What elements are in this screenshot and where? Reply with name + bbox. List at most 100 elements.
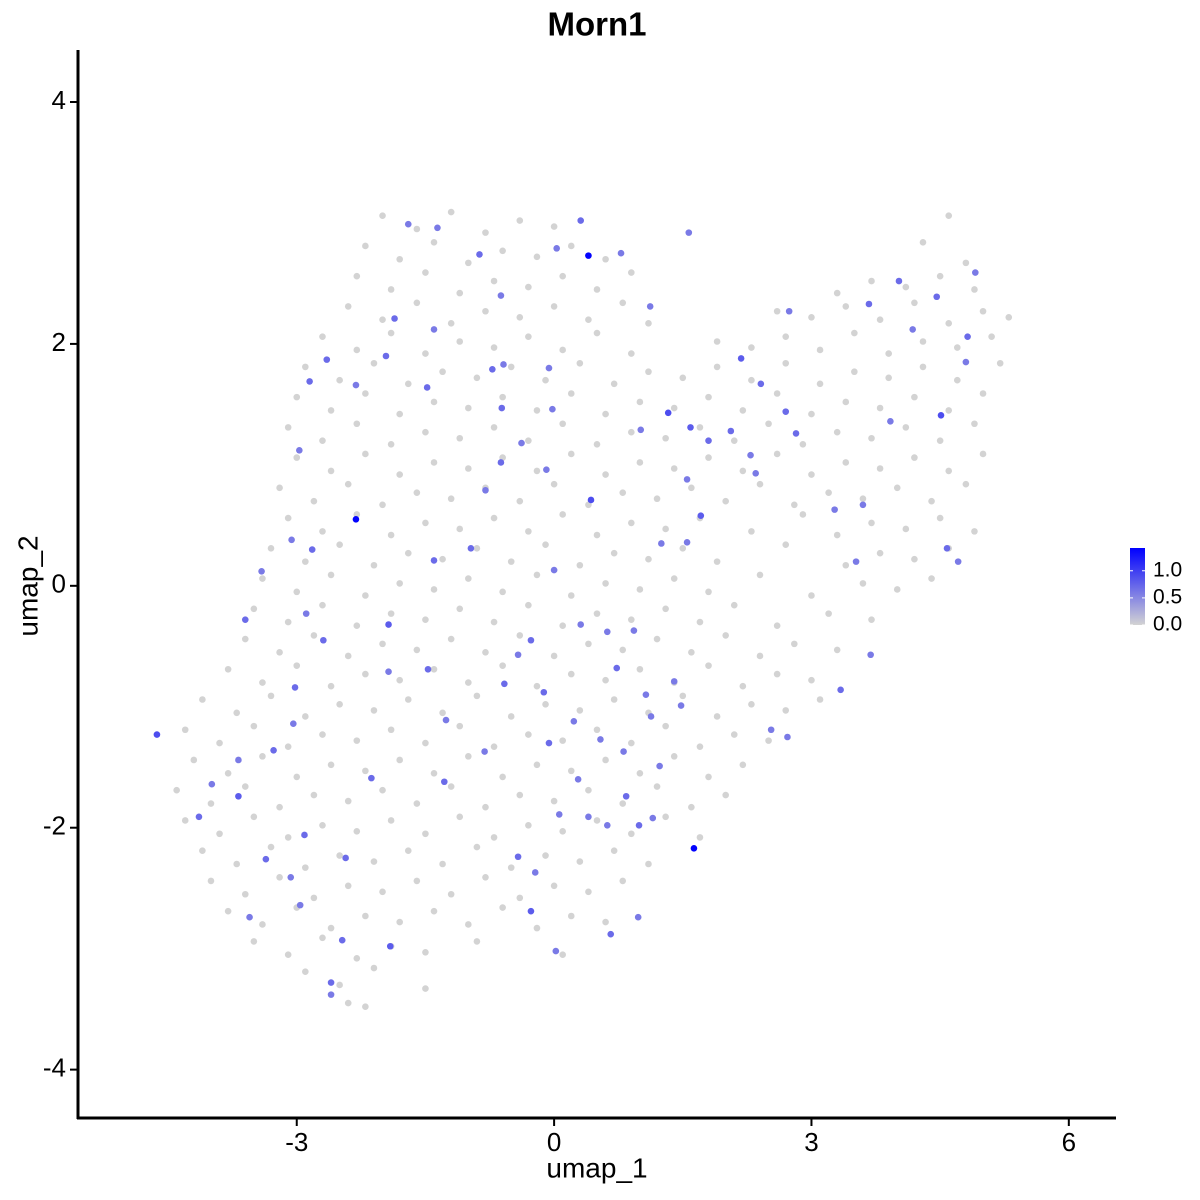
- point: [516, 217, 524, 224]
- point: [246, 913, 253, 921]
- point: [773, 670, 781, 678]
- point: [473, 692, 481, 700]
- point: [603, 821, 611, 829]
- point: [370, 707, 378, 714]
- point: [593, 817, 601, 824]
- point: [525, 283, 532, 291]
- point: [634, 913, 642, 921]
- point: [685, 229, 693, 236]
- point: [319, 601, 326, 609]
- y-tick-label: 2: [52, 327, 66, 357]
- point: [868, 616, 875, 623]
- point: [730, 437, 738, 444]
- point: [456, 813, 464, 821]
- point: [662, 525, 669, 533]
- point: [327, 682, 335, 690]
- point: [533, 571, 541, 579]
- point: [636, 665, 644, 673]
- point: [352, 381, 360, 389]
- point: [593, 610, 601, 617]
- point: [284, 618, 292, 626]
- points-layer: [153, 208, 1013, 1011]
- point: [259, 921, 266, 928]
- point: [447, 890, 455, 898]
- point: [439, 709, 446, 717]
- point: [267, 692, 275, 700]
- point: [497, 459, 505, 466]
- y-tick-label: 4: [52, 85, 66, 115]
- point: [370, 359, 378, 367]
- point: [911, 299, 918, 307]
- point: [902, 525, 910, 533]
- point: [344, 480, 352, 488]
- point: [647, 713, 655, 720]
- point: [859, 495, 867, 503]
- point: [816, 696, 824, 703]
- point: [430, 239, 438, 246]
- point: [396, 255, 403, 263]
- point: [919, 363, 927, 371]
- point: [825, 489, 832, 496]
- point: [936, 437, 944, 444]
- point: [688, 649, 695, 656]
- point: [216, 739, 223, 747]
- point: [482, 803, 489, 811]
- point: [808, 410, 815, 418]
- point: [722, 497, 729, 505]
- point: [808, 471, 815, 478]
- point: [422, 428, 429, 436]
- point: [610, 847, 618, 854]
- point: [344, 999, 352, 1007]
- y-axis-title: umap_2: [12, 535, 43, 636]
- point: [516, 632, 524, 639]
- point: [550, 652, 558, 660]
- point: [919, 239, 927, 246]
- point: [653, 495, 661, 503]
- point: [945, 212, 953, 220]
- point: [439, 555, 446, 563]
- point: [705, 454, 712, 461]
- point: [224, 665, 232, 673]
- point: [576, 561, 584, 569]
- point: [876, 404, 884, 412]
- point: [559, 511, 566, 518]
- point: [593, 531, 601, 539]
- point: [653, 783, 661, 790]
- point: [842, 561, 850, 569]
- point: [662, 813, 669, 821]
- point: [799, 511, 807, 518]
- point: [936, 514, 944, 522]
- point: [670, 575, 678, 582]
- point: [567, 767, 575, 775]
- point: [791, 501, 798, 509]
- point: [550, 480, 558, 488]
- point: [602, 471, 609, 478]
- point: [327, 467, 335, 475]
- point: [430, 665, 438, 673]
- point: [628, 739, 635, 747]
- point: [525, 437, 532, 444]
- point: [964, 333, 971, 340]
- point: [310, 894, 318, 902]
- point: [748, 344, 755, 351]
- point: [344, 652, 352, 660]
- point: [533, 467, 541, 475]
- point: [748, 528, 755, 535]
- point: [833, 289, 841, 297]
- point: [782, 333, 790, 340]
- point: [293, 454, 301, 461]
- point: [705, 437, 712, 444]
- point: [465, 921, 472, 928]
- point: [338, 936, 346, 944]
- point: [287, 874, 295, 881]
- point: [713, 713, 721, 720]
- point: [499, 904, 506, 911]
- point: [276, 874, 283, 881]
- point: [465, 753, 472, 760]
- point: [353, 346, 361, 354]
- point: [646, 303, 654, 310]
- point: [259, 575, 266, 582]
- point: [757, 380, 765, 388]
- colorbar: [1130, 548, 1145, 625]
- point: [842, 398, 850, 406]
